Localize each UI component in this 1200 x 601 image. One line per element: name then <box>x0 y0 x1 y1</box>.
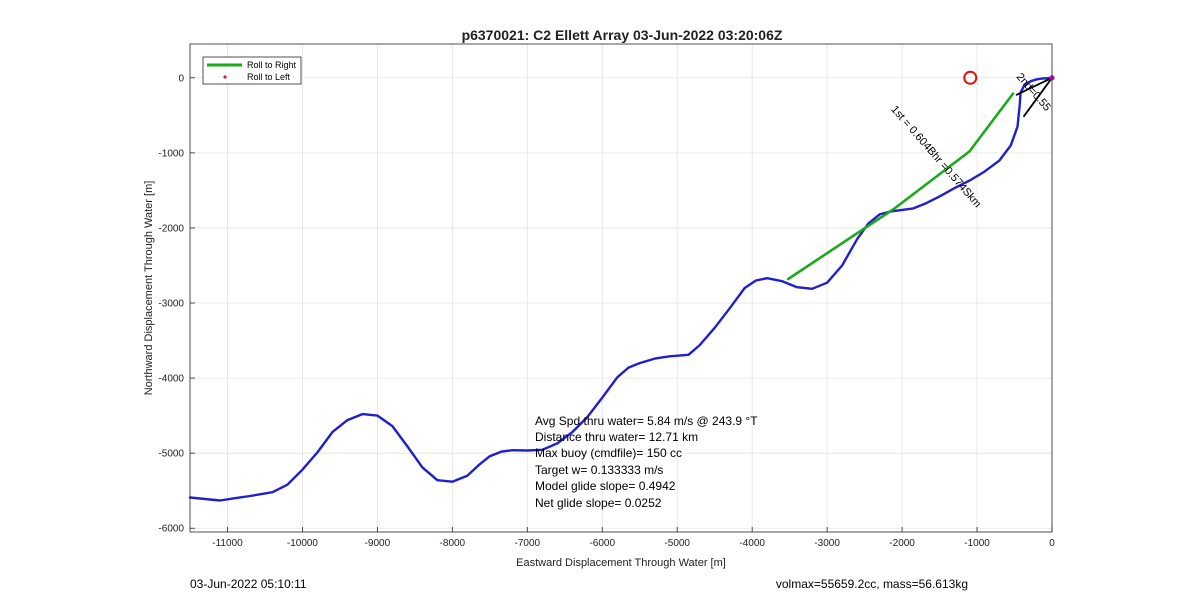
y-tick-label: -1000 <box>158 148 184 159</box>
series-roll-right-segment <box>786 92 1015 281</box>
legend-label-roll-right: Roll to Right <box>247 60 297 70</box>
x-tick-label: -6000 <box>589 538 615 549</box>
stats-block: Avg Spd thru water= 5.84 m/s @ 243.9 °T … <box>535 414 758 510</box>
stat-net-glide: Net glide slope= 0.0252 <box>535 496 662 510</box>
x-tick-label: -4000 <box>739 538 765 549</box>
x-tick-label: -1000 <box>964 538 990 549</box>
y-tick-label: -6000 <box>158 524 184 535</box>
y-tick-label: -5000 <box>158 449 184 460</box>
stat-avg-speed: Avg Spd thru water= 5.84 m/s @ 243.9 °T <box>535 414 758 428</box>
y-tick-label: -2000 <box>158 223 184 234</box>
x-tick-label: -10000 <box>287 538 319 549</box>
stat-target-w: Target w= 0.133333 m/s <box>535 463 663 477</box>
y-tick-label: 0 <box>178 73 184 84</box>
x-tick-label: -9000 <box>365 538 391 549</box>
plot-area <box>190 44 1052 532</box>
x-tick-label: -8000 <box>440 538 466 549</box>
legend-dot-roll-left <box>223 75 227 79</box>
stat-model-glide: Model glide slope= 0.4942 <box>535 479 676 493</box>
legend: Roll to Right Roll to Left <box>202 56 302 85</box>
stat-distance: Distance thru water= 12.71 km <box>535 430 698 444</box>
x-axis-label: Eastward Displacement Through Water [m] <box>516 557 726 569</box>
footer-timestamp: 03-Jun-2022 05:10:11 <box>190 577 307 591</box>
grid-lines <box>190 44 1053 532</box>
x-tick-label: -2000 <box>889 538 915 549</box>
axis-ticks: -11000 -10000 -9000 -8000 -7000 -6000 -5000 -40… <box>158 73 1055 549</box>
legend-box <box>202 56 302 85</box>
x-tick-label: -7000 <box>515 538 541 549</box>
vector-arrow <box>1022 77 1053 118</box>
y-tick-label: -4000 <box>158 374 184 385</box>
chart-title: p6370021: C2 Ellett Array 03-Jun-2022 03… <box>462 27 783 43</box>
x-tick-label: 0 <box>1049 538 1055 549</box>
waypoint-circle-marker <box>963 70 978 85</box>
vector-arrow <box>1015 76 1053 96</box>
plot-frame <box>189 43 1053 533</box>
x-tick-label: -3000 <box>814 538 840 549</box>
y-axis-label: Northward Displacement Through Water [m] <box>143 181 155 396</box>
y-tick-label: -3000 <box>158 299 184 310</box>
x-tick-label: -11000 <box>212 538 243 549</box>
stat-max-buoy: Max buoy (cmdfile)= 150 cc <box>535 446 682 460</box>
x-tick-label: -5000 <box>664 538 690 549</box>
legend-label-roll-left: Roll to Left <box>247 72 291 82</box>
footer-vol-mass: volmax=55659.2cc, mass=56.613kg <box>776 577 968 591</box>
series-track-line <box>188 76 1054 502</box>
